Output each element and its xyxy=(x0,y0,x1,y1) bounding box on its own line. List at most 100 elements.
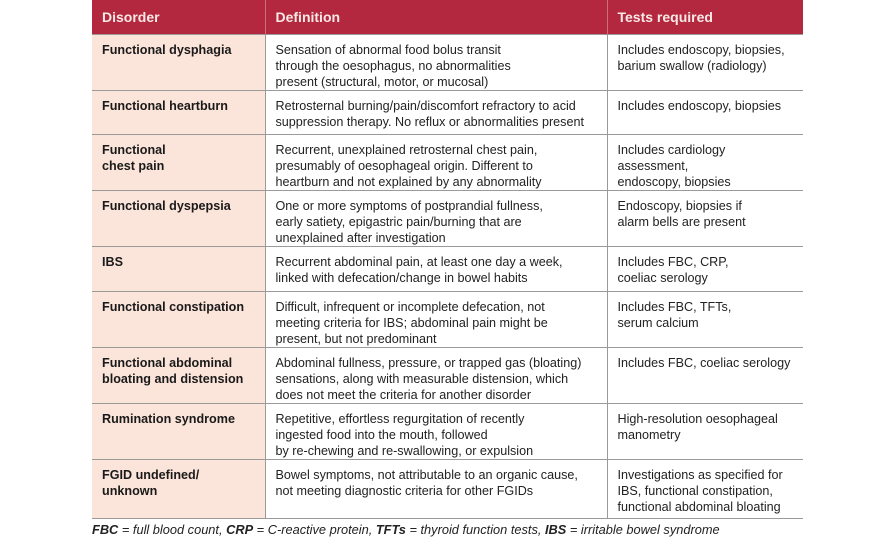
definition-cell-line: not meeting diagnostic criteria for othe… xyxy=(275,484,534,498)
definition-cell-line: Recurrent abdominal pain, at least one d… xyxy=(275,255,563,269)
definition-cell-line: linked with defecation/change in bowel h… xyxy=(275,271,528,285)
disorder-cell-line: Rumination syndrome xyxy=(102,412,235,426)
tests-cell: High-resolution oesophageal manometry xyxy=(607,403,803,460)
tests-cell-line: High-resolution oesophageal xyxy=(617,412,778,426)
definition-cell: Difficult, infrequent or incomplete defe… xyxy=(265,291,608,348)
footnote-abbreviations: FBC = full blood count, CRP = C-reactive… xyxy=(92,522,720,537)
definition-cell-line: Sensation of abnormal food bolus transit xyxy=(275,43,501,57)
table-row: Rumination syndrome Repetitive, effortles… xyxy=(92,403,803,460)
tests-cell-line: alarm bells are present xyxy=(617,215,746,229)
definition-cell-line: presumably of oesophageal origin. Differ… xyxy=(275,159,533,173)
table-row: Functional chest pain Recurrent, unexplain… xyxy=(92,134,803,191)
table-row: Functional heartburn Retrosternal burning… xyxy=(92,90,803,135)
tests-cell: Includes FBC, TFTs, serum calcium xyxy=(607,291,803,348)
tests-cell-line: serum calcium xyxy=(617,316,699,330)
disorder-cell-line: Functional xyxy=(102,143,166,157)
disorder-cell-line: Functional dysphagia xyxy=(102,43,232,57)
disorder-cell-line: unknown xyxy=(102,484,158,498)
disorder-cell-line: FGID undefined/ xyxy=(102,468,200,482)
tests-cell-line: Endoscopy, biopsies if xyxy=(617,199,742,213)
tests-cell-line: Includes endoscopy, biopsies, xyxy=(617,43,785,57)
definition-cell-line: Repetitive, effortless regurgitation of … xyxy=(275,412,525,426)
tests-cell-line: endoscopy, biopsies xyxy=(617,175,731,189)
definition-cell-line: One or more symptoms of postprandial ful… xyxy=(275,199,543,213)
tests-cell-line: Includes FBC, coeliac serology xyxy=(617,356,791,370)
disorder-cell: Functional abdominal bloating and distens… xyxy=(92,347,266,404)
disorder-cell-line: IBS xyxy=(102,255,123,269)
definition-cell: One or more symptoms of postprandial ful… xyxy=(265,190,608,247)
tests-cell: Includes FBC, coeliac serology xyxy=(607,347,803,404)
definition-cell-line: unexplained after investigation xyxy=(275,231,446,245)
definition-cell-line: through the oesophagus, no abnormalities xyxy=(275,59,511,73)
definition-cell: Bowel symptoms, not attributable to an o… xyxy=(265,459,608,519)
definition-cell: Recurrent abdominal pain, at least one d… xyxy=(265,246,608,292)
table-header-row: Disorder Definition Tests required xyxy=(92,0,803,35)
definition-cell-line: Retrosternal burning/pain/discomfort ref… xyxy=(275,99,576,113)
tests-cell-line: Includes FBC, TFTs, xyxy=(617,300,732,314)
tests-cell-line: Investigations as specified for xyxy=(617,468,783,482)
disorder-cell: Functional dyspepsia xyxy=(92,190,266,247)
definition-cell: Retrosternal burning/pain/discomfort ref… xyxy=(265,90,608,135)
definition-cell-line: present, but not predominant xyxy=(275,332,437,346)
tests-cell-line: coeliac serology xyxy=(617,271,708,285)
definition-cell-line: meeting criteria for IBS; abdominal pain… xyxy=(275,316,548,330)
table-row: Functional dyspepsia One or more symptoms… xyxy=(92,190,803,247)
definition-cell: Abdominal fullness, pressure, or trapped… xyxy=(265,347,608,404)
definition-cell-line: Recurrent, unexplained retrosternal ches… xyxy=(275,143,538,157)
tests-cell-line: assessment, xyxy=(617,159,689,173)
table-row: Functional dysphagia Sensation of abnorma… xyxy=(92,34,803,91)
definition-cell-line: does not meet the criteria for another d… xyxy=(275,388,532,402)
definition-cell-line: early satiety, epigastric pain/burning t… xyxy=(275,215,522,229)
disorder-cell: Functional dysphagia xyxy=(92,34,266,91)
disorder-cell: IBS xyxy=(92,246,266,292)
tests-cell: Includes cardiology assessment, endoscopy,… xyxy=(607,134,803,191)
footnote-meaning: = irritable bowel syndrome xyxy=(566,522,720,537)
definition-cell-line: Difficult, infrequent or incomplete defe… xyxy=(275,300,545,314)
tests-cell-line: IBS, functional constipation, xyxy=(617,484,773,498)
disorder-cell-line: Functional heartburn xyxy=(102,99,228,113)
definition-cell: Sensation of abnormal food bolus transit… xyxy=(265,34,608,91)
footnote-abbr: TFTs xyxy=(375,522,406,537)
footnote-abbr: FBC xyxy=(92,522,119,537)
definition-cell-line: suppression therapy. No reflux or abnorm… xyxy=(275,115,584,129)
definition-cell-line: heartburn and not explained by any abnor… xyxy=(275,175,542,189)
table-row: IBS Recurrent abdominal pain, at least on… xyxy=(92,246,803,292)
disorder-cell-line: bloating and distension xyxy=(102,372,244,386)
disorder-cell: FGID undefined/unknown xyxy=(92,459,266,519)
table-row: Functional constipation Difficult, infreq… xyxy=(92,291,803,348)
footnote-meaning: = thyroid function tests, xyxy=(405,522,545,537)
disorder-cell-line: Functional constipation xyxy=(102,300,245,314)
header-tests: Tests required xyxy=(607,0,803,35)
definition-cell-line: sensations, along with measurable disten… xyxy=(275,372,569,386)
footnote-abbr: CRP xyxy=(226,522,254,537)
header-disorder: Disorder xyxy=(92,0,266,35)
tests-cell: Includes endoscopy, biopsies, barium swal… xyxy=(607,34,803,91)
footnote-meaning: = C-reactive protein, xyxy=(253,522,376,537)
definition-cell-line: by re-chewing and re-swallowing, or expu… xyxy=(275,444,534,458)
definition-cell-line: ingested food into the mouth, followed xyxy=(275,428,488,442)
disorder-cell: Rumination syndrome xyxy=(92,403,266,460)
disorder-cell: Functional constipation xyxy=(92,291,266,348)
definition-cell-line: Abdominal fullness, pressure, or trapped… xyxy=(275,356,582,370)
header-definition: Definition xyxy=(265,0,608,35)
tests-cell-line: manometry xyxy=(617,428,681,442)
tests-cell: Includes endoscopy, biopsies xyxy=(607,90,803,135)
tests-cell-line: functional abdominal bloating xyxy=(617,500,781,514)
tests-cell-line: Includes FBC, CRP, xyxy=(617,255,729,269)
tests-cell-line: barium swallow (radiology) xyxy=(617,59,767,73)
disorder-cell: Functional heartburn xyxy=(92,90,266,135)
table-row: Functional abdominal bloating and distens… xyxy=(92,347,803,404)
disorder-cell-line: chest pain xyxy=(102,159,165,173)
definition-cell-line: present (structural, motor, or mucosal) xyxy=(275,75,489,89)
disorder-cell: Functional chest pain xyxy=(92,134,266,191)
definition-cell: Repetitive, effortless regurgitation of … xyxy=(265,403,608,460)
footnote-meaning: = full blood count, xyxy=(118,522,227,537)
fgid-table: Disorder Definition Tests required Funct… xyxy=(92,0,803,519)
disorder-cell-line: Functional dyspepsia xyxy=(102,199,231,213)
tests-cell: Investigations as specified for IBS, func… xyxy=(607,459,803,519)
definition-cell-line: Bowel symptoms, not attributable to an o… xyxy=(275,468,578,482)
disorder-cell-line: Functional abdominal xyxy=(102,356,233,370)
tests-cell-line: Includes cardiology xyxy=(617,143,726,157)
footnote-abbr: IBS xyxy=(544,522,567,537)
definition-cell: Recurrent, unexplained retrosternal ches… xyxy=(265,134,608,191)
